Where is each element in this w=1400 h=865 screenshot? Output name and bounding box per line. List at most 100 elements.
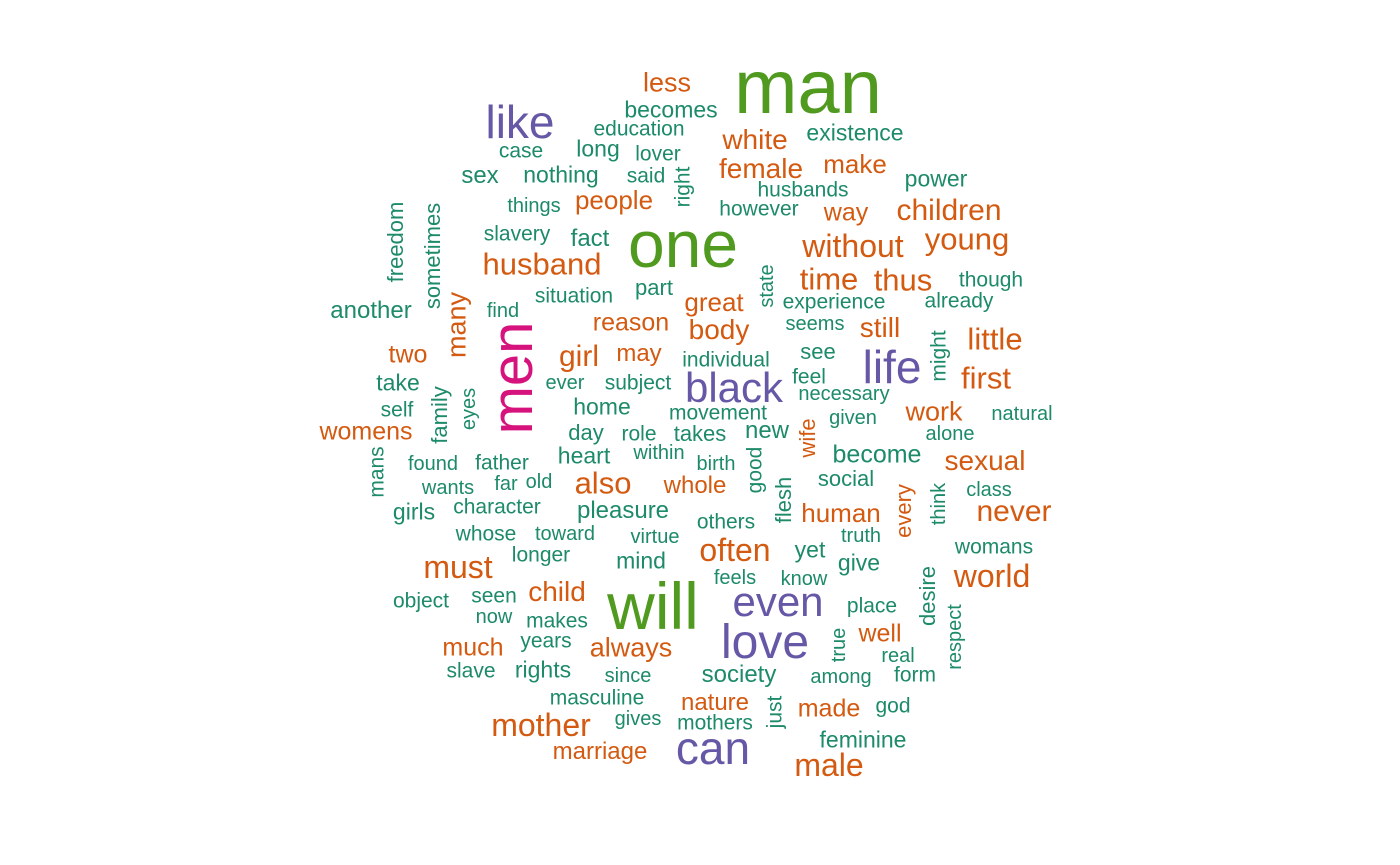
word-another: another (330, 297, 412, 324)
word-flesh: flesh (771, 476, 796, 524)
word-within: within (633, 442, 685, 464)
word-also: also (574, 465, 632, 501)
word-however: however (719, 197, 799, 221)
word-necessary: necessary (798, 383, 890, 405)
word-reason: reason (592, 308, 670, 337)
word-individual: individual (682, 348, 770, 372)
word-can: can (675, 722, 751, 774)
word-made: made (797, 694, 861, 723)
word-character: character (453, 495, 541, 519)
word-old: old (525, 471, 553, 493)
word-part: part (635, 275, 673, 300)
word-seems: seems (785, 313, 845, 335)
word-much: much (442, 633, 504, 662)
word-class: class (966, 479, 1012, 501)
word-power: power (904, 165, 968, 192)
word-mother: mother (491, 707, 591, 743)
word-husbands: husbands (757, 178, 849, 202)
word-every: every (891, 484, 916, 538)
word-well: well (858, 619, 902, 648)
word-marriage: marriage (552, 738, 648, 765)
word-real: real (881, 645, 915, 667)
word-mind: mind (616, 547, 666, 574)
word-often: often (699, 532, 771, 568)
word-takes: takes (673, 421, 727, 446)
word-place: place (846, 594, 898, 618)
word-female: female (718, 153, 804, 184)
word-rights: rights (514, 656, 572, 683)
word-already: already (924, 289, 994, 313)
word-lover: lover (635, 142, 681, 166)
word-toward: toward (534, 523, 596, 545)
word-experience: experience (782, 290, 886, 314)
word-now: now (475, 606, 513, 628)
word-like: like (485, 96, 555, 148)
word-social: social (817, 466, 875, 491)
word-husband: husband (482, 246, 602, 282)
word-form: form (894, 663, 936, 687)
word-slave: slave (446, 659, 496, 683)
word-good: good (743, 446, 767, 494)
word-just: just (763, 695, 787, 729)
word-white: white (722, 124, 788, 155)
word-family: family (427, 386, 452, 444)
word-may: may (616, 340, 662, 367)
word-body: body (688, 314, 750, 345)
word-gives: gives (614, 708, 662, 730)
word-love: love (720, 616, 810, 669)
word-see: see (800, 339, 836, 364)
word-day: day (568, 420, 604, 445)
word-eyes: eyes (458, 387, 480, 431)
word-virtue: virtue (630, 526, 680, 548)
word-far: far (494, 473, 518, 495)
word-object: object (392, 589, 450, 613)
word-long: long (576, 135, 620, 162)
word-home: home (573, 393, 631, 420)
word-yet: yet (794, 536, 826, 563)
word-womans: womans (954, 535, 1034, 559)
word-true: true (828, 627, 850, 663)
word-feels: feels (713, 567, 757, 589)
word-work: work (905, 396, 963, 427)
word-though: though (958, 268, 1024, 292)
word-others: others (696, 510, 756, 534)
word-found: found (407, 453, 459, 475)
word-education: education (593, 117, 685, 141)
word-desire: desire (915, 566, 940, 626)
word-always: always (589, 632, 673, 663)
word-becomes: becomes (624, 96, 718, 123)
word-less: less (642, 67, 692, 98)
word-given: given (829, 407, 877, 429)
word-masculine: masculine (549, 686, 645, 710)
word-great: great (684, 287, 744, 317)
word-one: one (627, 207, 739, 281)
word-people: people (574, 185, 654, 215)
word-heart: heart (557, 442, 611, 469)
word-girls: girls (392, 498, 436, 525)
word-mans: mans (365, 446, 389, 498)
word-fact: fact (570, 225, 610, 252)
word-movement: movement (668, 401, 768, 425)
word-men: men (480, 321, 545, 435)
word-world: world (953, 558, 1031, 594)
word-truth: truth (840, 525, 882, 547)
word-birth: birth (696, 453, 736, 475)
word-without: without (802, 228, 904, 264)
word-freedom: freedom (383, 201, 408, 283)
word-never: never (976, 495, 1052, 528)
word-feel: feel (792, 365, 826, 389)
word-man: man (734, 45, 882, 130)
word-time: time (799, 261, 859, 297)
word-womens: womens (319, 417, 413, 446)
word-subject: subject (604, 371, 672, 395)
word-young: young (924, 221, 1010, 257)
word-sexual: sexual (944, 445, 1026, 476)
word-since: since (604, 665, 652, 687)
word-two: two (388, 340, 428, 369)
word-girl: girl (558, 340, 600, 373)
word-give: give (837, 549, 881, 576)
word-said: said (626, 164, 666, 188)
word-case: case (498, 139, 544, 163)
word-among: among (810, 666, 872, 688)
word-thus: thus (873, 262, 933, 298)
